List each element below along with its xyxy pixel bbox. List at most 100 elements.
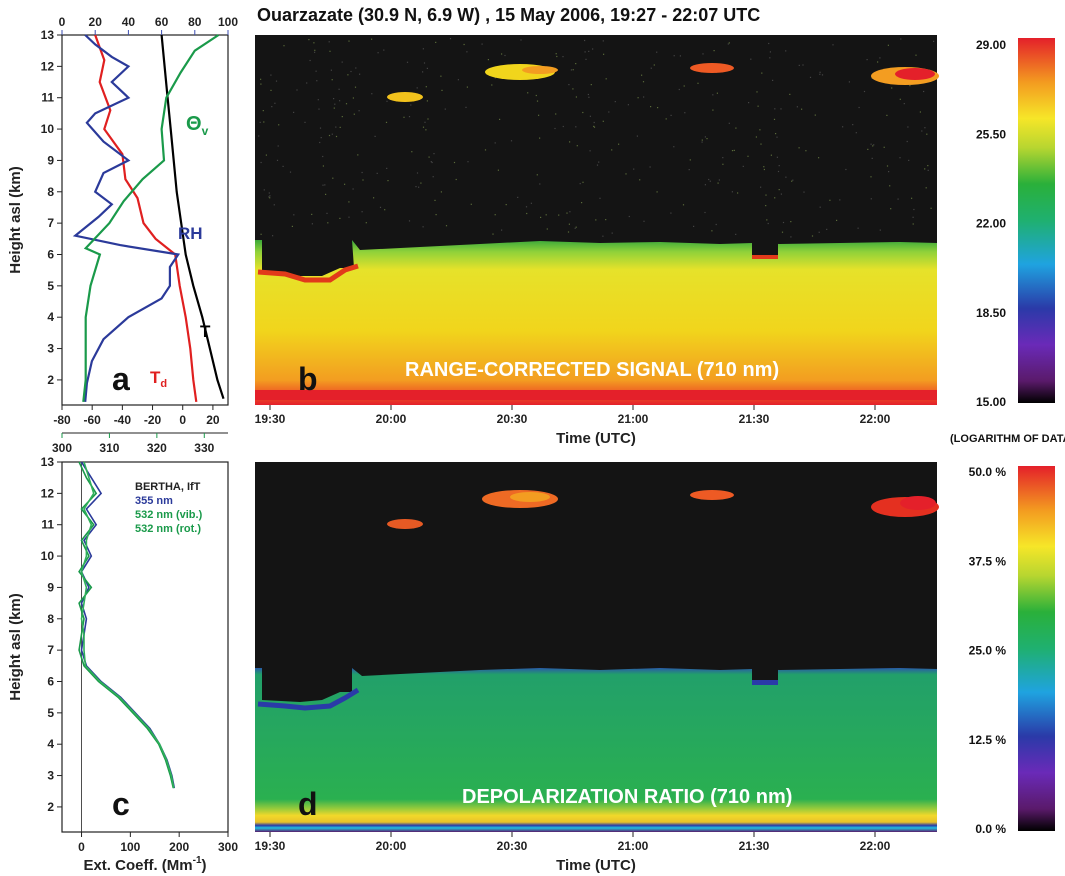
noise-dot: [903, 103, 905, 105]
noise-dot: [925, 187, 927, 189]
noise-dot: [572, 88, 574, 90]
noise-dot: [776, 136, 778, 138]
noise-dot: [314, 49, 316, 51]
noise-dot: [805, 150, 807, 152]
noise-dot: [428, 156, 430, 158]
noise-dot: [494, 142, 496, 144]
noise-dot: [673, 146, 675, 148]
panel-d-gap: [752, 668, 778, 682]
noise-dot: [611, 149, 613, 151]
noise-dot: [912, 216, 914, 218]
y-tick-label: 3: [47, 769, 54, 783]
rh-label: RH: [178, 224, 203, 243]
noise-dot: [585, 58, 587, 60]
panel-a-frame: [61, 34, 229, 406]
noise-dot: [283, 45, 285, 47]
panel-b-letter: b: [298, 361, 318, 397]
noise-dot: [877, 61, 879, 63]
noise-dot: [455, 178, 457, 181]
noise-dot: [332, 177, 334, 179]
series-line-t: [160, 34, 225, 400]
noise-dot: [269, 197, 271, 199]
noise-dot: [826, 228, 828, 230]
noise-dot: [568, 84, 570, 86]
noise-dot: [418, 186, 420, 188]
x-tick-label: 21:30: [739, 412, 770, 426]
x-tick-label: 20:30: [497, 839, 528, 853]
noise-dot: [665, 118, 667, 120]
panel-a-top-axis: 0 20 40 60 80 100 300 310 320 330: [52, 15, 238, 455]
noise-dot: [715, 223, 717, 226]
noise-dot: [355, 67, 357, 69]
noise-dot: [568, 223, 570, 225]
noise-dot: [785, 50, 787, 52]
noise-dot: [345, 103, 348, 105]
noise-dot: [829, 199, 831, 201]
noise-dot: [569, 141, 571, 143]
noise-dot: [481, 43, 483, 45]
noise-dot: [643, 220, 645, 222]
noise-dot: [709, 180, 711, 182]
noise-dot: [334, 103, 336, 105]
noise-dot: [873, 144, 875, 146]
noise-dot: [611, 232, 613, 234]
green-tick-label: 320: [147, 441, 167, 455]
y-tick-label: 10: [41, 549, 55, 563]
noise-dot: [328, 41, 330, 43]
noise-dot: [653, 64, 655, 66]
noise-dot: [589, 115, 591, 117]
panel-d-cirrus-3: [690, 490, 734, 500]
noise-dot: [757, 105, 759, 107]
panel-b-caption: RANGE-CORRECTED SIGNAL (710 nm): [405, 359, 779, 381]
noise-dot: [801, 108, 803, 110]
noise-dot: [416, 172, 419, 174]
y-tick-label: 5: [47, 279, 54, 293]
y-tick-label: 2: [47, 373, 54, 387]
noise-dot: [688, 169, 690, 171]
noise-dot: [605, 78, 607, 80]
noise-dot: [311, 213, 313, 215]
noise-dot: [704, 136, 706, 138]
noise-dot: [376, 172, 378, 174]
noise-dot: [657, 107, 659, 109]
noise-dot: [908, 159, 910, 161]
noise-dot: [883, 146, 885, 148]
noise-dot: [341, 61, 343, 63]
noise-dot: [857, 227, 859, 229]
noise-dot: [796, 106, 798, 108]
noise-dot: [909, 85, 911, 87]
noise-dot: [870, 176, 872, 178]
y-tick-label: 13: [41, 455, 55, 469]
noise-dot: [596, 164, 599, 166]
y-tick-label: 7: [47, 643, 54, 657]
noise-dot: [566, 212, 568, 214]
top-tick-label: 80: [188, 15, 202, 29]
noise-dot: [268, 196, 270, 198]
noise-dot: [912, 223, 914, 225]
noise-dot: [926, 133, 928, 135]
noise-dot: [545, 214, 547, 216]
y-tick-label: 8: [47, 612, 54, 626]
noise-dot: [602, 235, 604, 237]
noise-dot: [919, 111, 921, 113]
noise-dot: [872, 145, 874, 147]
noise-dot: [445, 225, 448, 227]
noise-dot: [913, 208, 915, 211]
noise-dot: [780, 108, 782, 110]
panel-c-legend-532rot: 532 nm (rot.): [135, 523, 201, 535]
noise-dot: [839, 199, 841, 201]
noise-dot: [338, 88, 340, 90]
t-label: T: [200, 322, 211, 341]
noise-dot: [410, 104, 412, 106]
noise-dot: [589, 150, 591, 152]
noise-dot: [260, 161, 262, 164]
noise-dot: [595, 219, 597, 221]
panel-b-ground-band: [255, 390, 937, 400]
noise-dot: [867, 148, 869, 150]
panel-c: 0 100 200 300 2 3 4 5 6 7 8 9 10 11 12 13 Height asl (…: [7, 455, 238, 874]
panel-c-legend-title: BERTHA, IfT: [135, 481, 201, 493]
panel-c-legend-355: 355 nm: [135, 495, 173, 507]
noise-dot: [352, 188, 354, 190]
noise-dot: [712, 109, 714, 111]
noise-dot: [886, 114, 888, 116]
